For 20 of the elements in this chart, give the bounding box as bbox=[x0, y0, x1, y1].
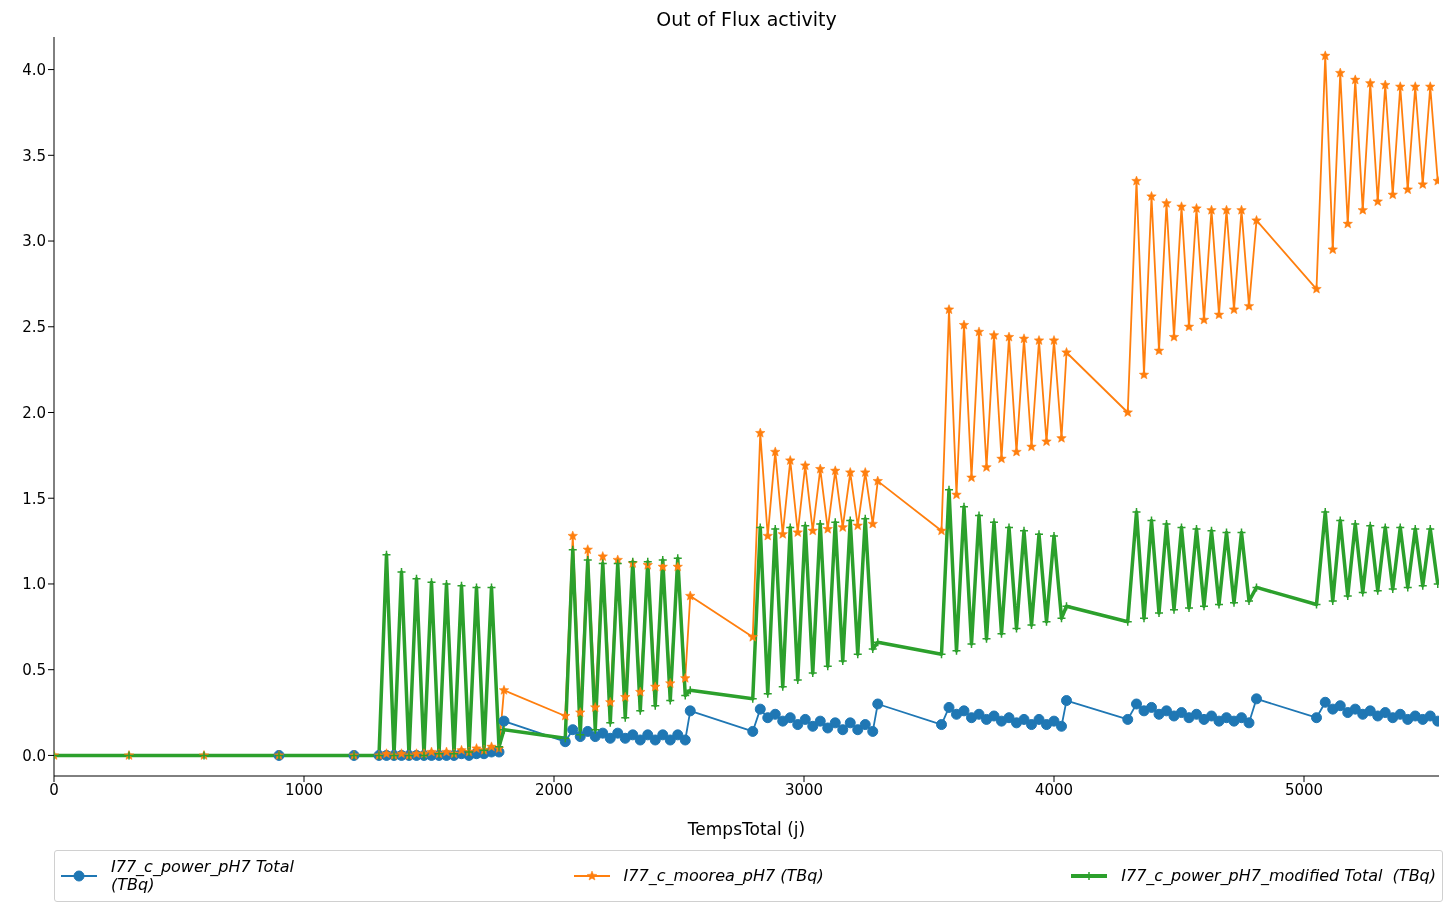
y-tick-label: 1.5 bbox=[22, 489, 46, 508]
x-tick-label: 4000 bbox=[1034, 780, 1074, 799]
x-tick-label: 3000 bbox=[784, 780, 824, 799]
y-tick-label: 3.0 bbox=[22, 232, 46, 251]
x-tick-label: 1000 bbox=[284, 780, 324, 799]
legend-label: I77_c_moorea_pH7 (TBq) bbox=[623, 866, 824, 885]
x-tick-label: 2000 bbox=[534, 780, 574, 799]
y-tick-label: 0.0 bbox=[22, 746, 46, 765]
x-axis-title: TempsTotal (j) bbox=[686, 819, 806, 839]
y-tick-label: 0.5 bbox=[22, 661, 46, 680]
y-tick-label: 4.0 bbox=[22, 60, 46, 79]
x-tick-label: 0 bbox=[49, 780, 59, 799]
y-tick-label: 3.5 bbox=[22, 146, 46, 165]
y-tick-label: 2.5 bbox=[22, 318, 46, 337]
y-tick-label: 1.0 bbox=[22, 575, 46, 594]
x-tick-label: 5000 bbox=[1284, 780, 1324, 799]
legend-label: I77_c_power_pH7 Total (TBq) bbox=[111, 857, 295, 894]
y-tick-label: 2.0 bbox=[22, 403, 46, 422]
legend-label: I77_c_power_pH7_modified Total (TBq) bbox=[1121, 866, 1436, 885]
chart-title: Out of Flux activity bbox=[655, 8, 838, 30]
